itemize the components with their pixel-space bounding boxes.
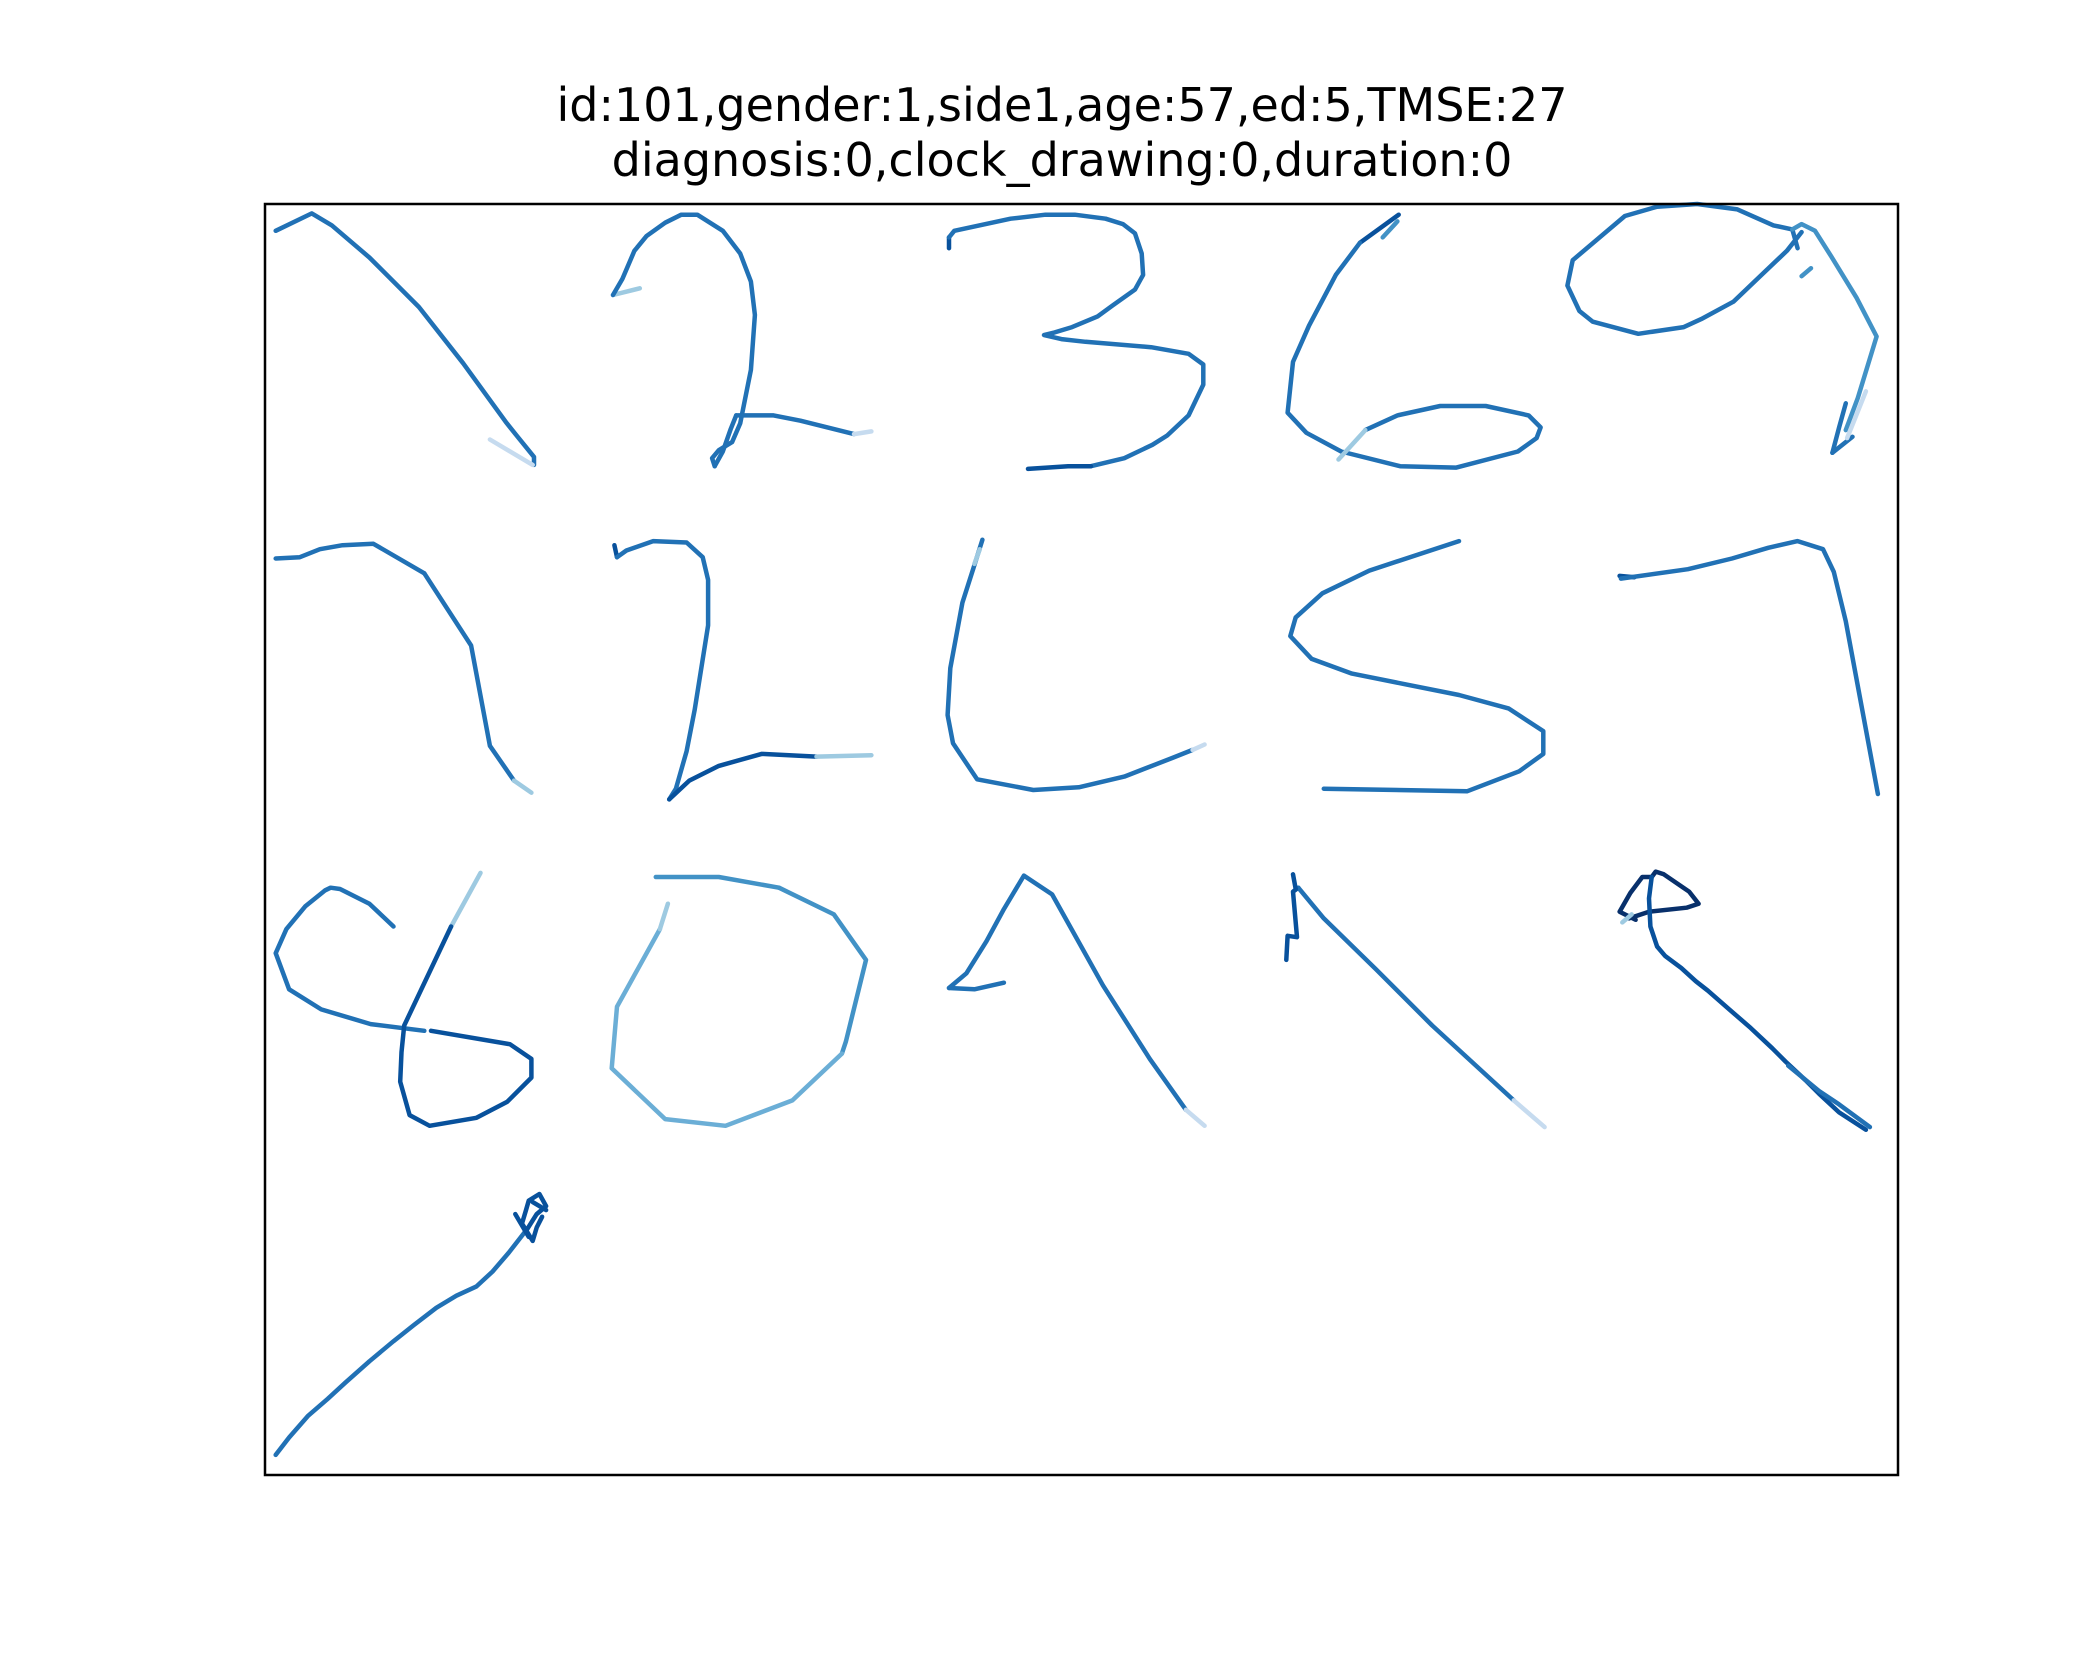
stroke-16-segment-1 <box>273 1226 530 1458</box>
stroke-11 <box>273 870 534 1129</box>
stroke-6 <box>273 541 534 795</box>
chart-title-line2: diagnosis:0,clock_drawing:0,duration:0 <box>612 133 1513 187</box>
stroke-1 <box>273 211 537 468</box>
stroke-4-segment-1 <box>1357 212 1401 246</box>
stroke-14-segment-3 <box>1511 1098 1547 1130</box>
stroke-7-segment-3 <box>666 751 819 802</box>
stroke-3-segment-2 <box>946 212 1206 469</box>
stroke-13 <box>946 873 1207 1129</box>
stroke-16-segment-4 <box>530 1199 549 1213</box>
stroke-10 <box>1617 538 1881 797</box>
stroke-6-segment-1 <box>273 541 427 576</box>
stroke-12-segment-2 <box>776 885 869 1056</box>
stroke-16-segment-3 <box>513 1211 531 1240</box>
stroke-2-segment-4 <box>733 413 857 437</box>
stroke-5-segment-3 <box>1830 401 1849 456</box>
stroke-15 <box>1617 869 1873 1133</box>
stroke-12-segment-3 <box>609 926 845 1129</box>
stroke-13-segment-2 <box>1183 1107 1207 1129</box>
pen-strokes-layer <box>273 201 1881 1458</box>
axes-frame <box>263 202 1900 1477</box>
stroke-14-segment-1 <box>1284 885 1301 963</box>
stroke-8 <box>945 537 1207 793</box>
stroke-2-segment-1 <box>610 286 643 298</box>
stroke-8-segment-3 <box>972 546 983 567</box>
stroke-16 <box>273 1191 549 1458</box>
stroke-2-segment-2 <box>610 212 758 469</box>
stroke-10-segment-2 <box>1618 538 1881 797</box>
stroke-5-segment-6 <box>1799 265 1814 279</box>
stroke-14-segment-2 <box>1296 885 1517 1103</box>
stroke-2 <box>610 212 874 469</box>
stroke-12-segment-1 <box>653 874 782 890</box>
stroke-14-segment-4 <box>1290 872 1298 892</box>
stroke-6-segment-3 <box>511 778 534 795</box>
stroke-5 <box>1565 201 1879 456</box>
stroke-5-segment-5 <box>1844 389 1869 441</box>
stroke-16-segment-2 <box>519 1191 549 1244</box>
stroke-5-segment-4 <box>1830 434 1855 456</box>
stroke-15-segment-2 <box>1620 912 1634 925</box>
stroke-8-segment-2 <box>1190 742 1207 753</box>
chart-title-line1: id:101,gender:1,side1,age:57,ed:5,TMSE:2… <box>557 78 1568 132</box>
stroke-11-segment-2 <box>448 870 483 929</box>
stroke-11-segment-3 <box>397 924 534 1129</box>
stroke-12-segment-4 <box>657 901 671 932</box>
stroke-2-segment-3 <box>712 413 739 469</box>
stroke-11-segment-1 <box>273 885 427 1034</box>
stroke-4-segment-2 <box>1380 219 1400 240</box>
stroke-13-segment-3 <box>946 980 1007 992</box>
stroke-3 <box>946 212 1206 472</box>
stroke-15-segment-1 <box>1617 869 1701 923</box>
stroke-4-segment-3 <box>1285 240 1543 470</box>
stroke-4 <box>1285 212 1543 470</box>
stroke-7-segment-4 <box>814 752 874 759</box>
stroke-13-segment-1 <box>946 873 1189 1113</box>
stroke-3-segment-3 <box>1025 463 1094 472</box>
stroke-8-segment-1 <box>945 537 1195 793</box>
stroke-5-segment-2 <box>1790 221 1879 433</box>
stroke-1-segment-2 <box>487 437 535 468</box>
stroke-1-segment-1 <box>273 211 537 468</box>
stroke-4-segment-4 <box>1336 427 1368 462</box>
stroke-7 <box>612 538 874 802</box>
stroke-15-segment-3 <box>1646 874 1869 1133</box>
stroke-6-segment-2 <box>422 571 517 783</box>
stroke-9 <box>1288 538 1546 794</box>
stroke-9-segment-1 <box>1288 538 1546 794</box>
stroke-12 <box>609 874 869 1129</box>
stroke-15-segment-4 <box>1785 1063 1873 1130</box>
stroke-5-segment-1 <box>1565 201 1804 337</box>
stroke-2-segment-5 <box>851 429 874 437</box>
stroke-14 <box>1284 872 1547 1130</box>
stroke-7-segment-2 <box>614 538 711 802</box>
